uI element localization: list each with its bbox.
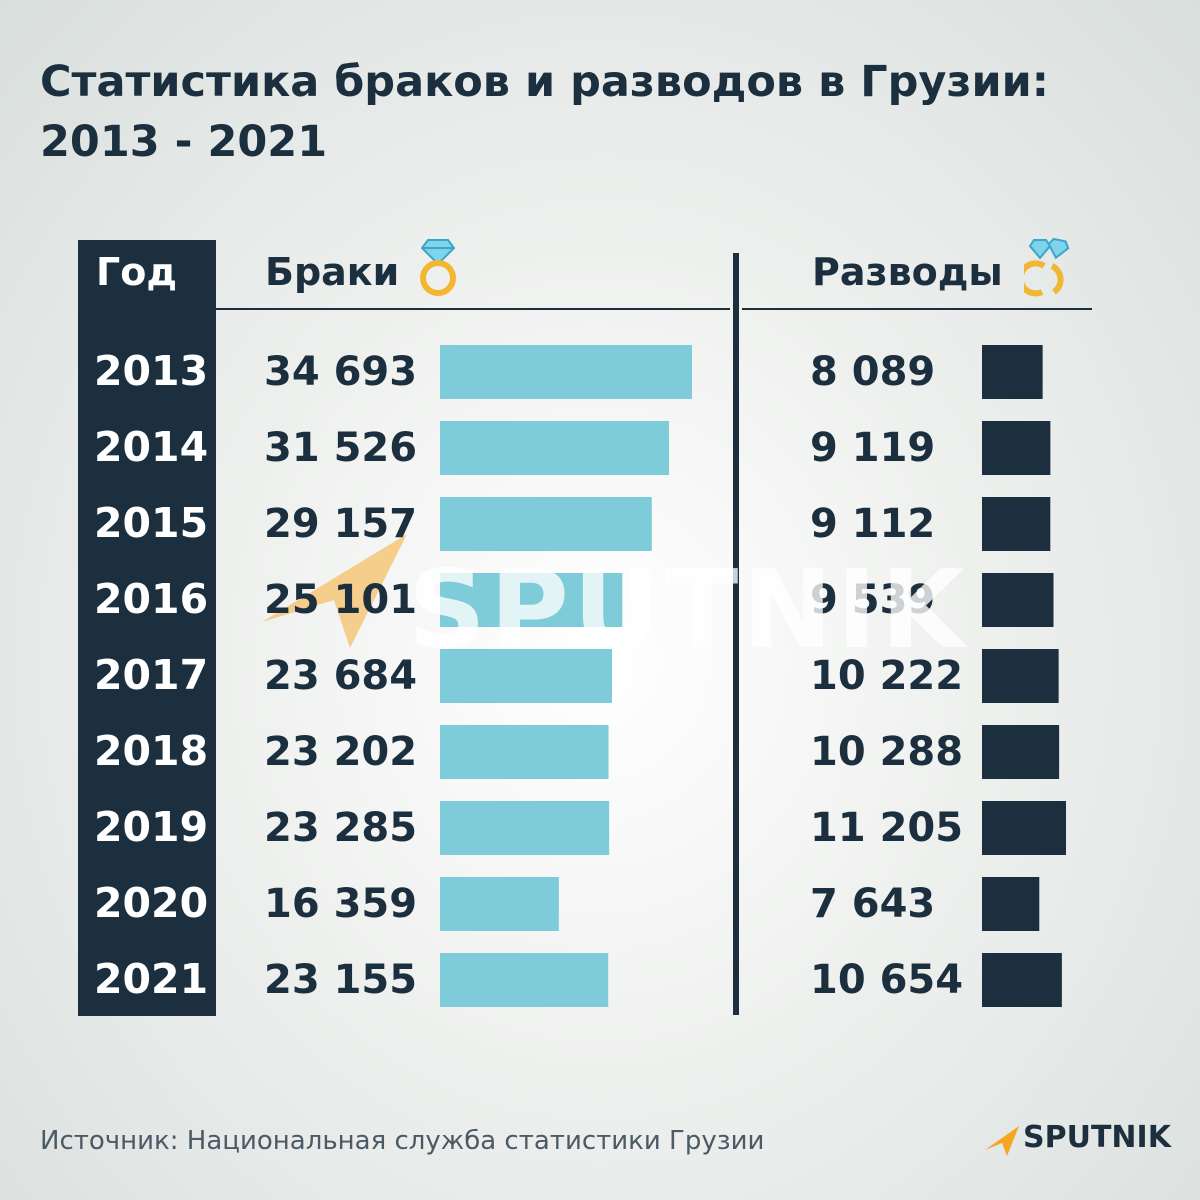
header-underline-divorces xyxy=(742,308,1092,310)
marriage-bar xyxy=(440,725,609,779)
marriage-value-label: 16 359 xyxy=(264,881,417,927)
broken-ring-icon xyxy=(1024,237,1070,297)
marriage-bar xyxy=(440,345,692,399)
divorce-value-label: 10 288 xyxy=(810,729,963,775)
year-label: 2013 xyxy=(94,347,208,395)
divorce-value-label: 10 654 xyxy=(810,957,963,1003)
header-marriages: Браки xyxy=(265,250,400,294)
year-label: 2019 xyxy=(94,803,208,851)
divorce-bar xyxy=(982,497,1051,551)
year-column-background xyxy=(78,240,216,1016)
marriage-value-label: 23 202 xyxy=(264,729,417,775)
marriage-bar xyxy=(440,421,669,475)
year-label: 2015 xyxy=(94,499,208,547)
title-line-1: Статистика браков и разводов в Грузии: xyxy=(40,57,1049,107)
sputnik-arrow-icon xyxy=(985,1126,1019,1156)
title-line-2: 2013 - 2021 xyxy=(40,117,328,167)
column-separator xyxy=(733,253,739,1015)
year-label: 2014 xyxy=(94,423,208,471)
marriage-value-label: 23 155 xyxy=(264,957,417,1003)
divorce-value-label: 10 222 xyxy=(810,653,963,699)
marriage-value-label: 34 693 xyxy=(264,349,417,395)
divorce-value-label: 8 089 xyxy=(810,349,935,395)
divorce-bar xyxy=(982,421,1051,475)
divorce-value-label: 7 643 xyxy=(810,881,935,927)
divorce-value-label: 9 112 xyxy=(810,501,935,547)
year-label: 2017 xyxy=(94,651,208,699)
watermark-arrow-icon xyxy=(262,534,407,648)
marriage-bar xyxy=(440,573,623,627)
header-divorces: Разводы xyxy=(812,250,1003,294)
marriage-bar xyxy=(440,497,652,551)
divorce-bar xyxy=(982,345,1043,399)
sputnik-logo: SPUTNIK xyxy=(985,1118,1171,1162)
marriage-value-label: 29 157 xyxy=(264,501,417,547)
marriage-value-label: 31 526 xyxy=(264,425,417,471)
divorce-bar xyxy=(982,725,1060,779)
wedding-ring-icon xyxy=(420,239,456,296)
marriage-bar xyxy=(440,801,610,855)
marriage-value-label: 23 285 xyxy=(264,805,417,851)
divorce-bar xyxy=(982,649,1059,703)
source-note: Источник: Национальная служба статистики… xyxy=(40,1126,765,1156)
year-label: 2016 xyxy=(94,575,208,623)
header-year: Год xyxy=(96,250,178,294)
sputnik-watermark: SPUTNIK xyxy=(408,548,969,673)
marriage-bar xyxy=(440,953,609,1007)
marriage-bar xyxy=(440,877,559,931)
year-label: 2020 xyxy=(94,879,208,927)
divorce-value-label: 9 119 xyxy=(810,425,935,471)
chart-title: Статистика браков и разводов в Грузии: 2… xyxy=(40,52,1160,172)
divorce-bar xyxy=(982,877,1040,931)
marriage-bar xyxy=(440,649,613,703)
year-label: 2021 xyxy=(94,955,208,1003)
marriage-value-label: 25 101 xyxy=(264,577,417,623)
divorce-bar xyxy=(982,573,1054,627)
divorce-bar xyxy=(982,953,1062,1007)
marriage-value-label: 23 684 xyxy=(264,653,417,699)
divorce-value-label: 9 539 xyxy=(810,577,935,623)
year-label: 2018 xyxy=(94,727,208,775)
sputnik-logo-text: SPUTNIK xyxy=(1023,1120,1171,1155)
divorce-value-label: 11 205 xyxy=(810,805,963,851)
divorce-bar xyxy=(982,801,1066,855)
header-underline-marriages xyxy=(216,308,730,310)
